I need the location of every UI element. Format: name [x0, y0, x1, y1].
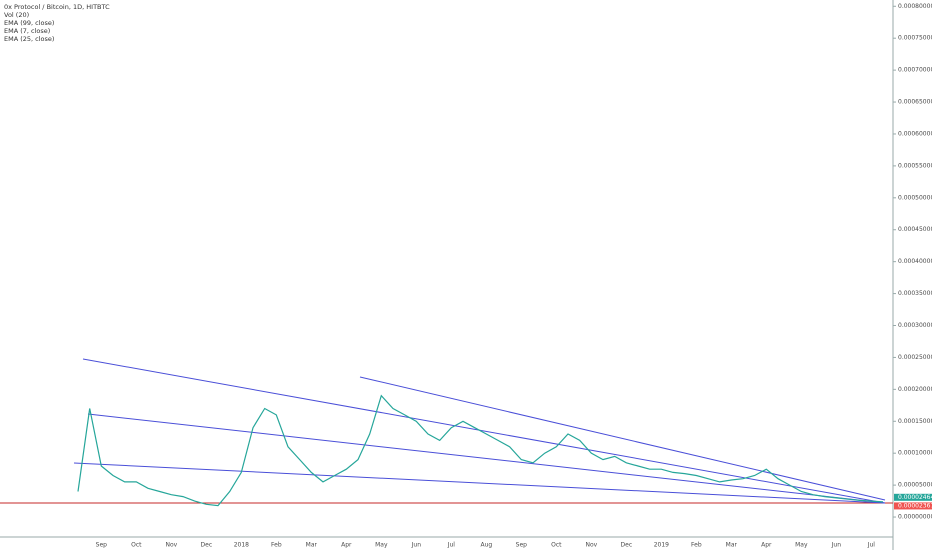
y-tick-label: 0.00045000 — [898, 226, 932, 233]
x-tick-label: May — [375, 542, 388, 549]
indicator-label: EMA (7, close) — [4, 27, 50, 35]
x-tick-label: Jun — [411, 542, 422, 549]
x-tick-label: 2018 — [234, 542, 249, 549]
y-tick-label: 0.00040000 — [898, 258, 932, 265]
indicator-label: Vol (20) — [4, 11, 29, 19]
x-tick-label: Feb — [271, 542, 282, 549]
x-tick-label: Nov — [585, 542, 597, 549]
x-tick-label: Mar — [726, 542, 738, 549]
y-tick-label: 0.00010000 — [898, 450, 932, 457]
chart-title: 0x Protocol / Bitcoin, 1D, HITBTC — [4, 3, 110, 11]
x-tick-label: Apr — [341, 542, 352, 549]
price-line — [77, 394, 884, 507]
y-tick-label: 0.00000000 — [898, 514, 932, 521]
y-tick-label: 0.00075000 — [898, 35, 932, 42]
y-tick-label: 0.00005000 — [898, 482, 932, 489]
y-tick-label: 0.00015000 — [898, 418, 932, 425]
y-tick-label: 0.00070000 — [898, 67, 932, 74]
x-tick-label: Oct — [131, 542, 142, 549]
x-tick-label: Apr — [761, 542, 772, 549]
y-tick-label: 0.00060000 — [898, 130, 932, 137]
indicator-label: EMA (25, close) — [4, 35, 54, 43]
price-badge-label: 0.00002464 — [898, 494, 932, 501]
y-tick-label: 0.00020000 — [898, 386, 932, 393]
y-tick-label: 0.00035000 — [898, 290, 932, 297]
trend-line — [82, 358, 886, 504]
x-tick-label: 2019 — [654, 542, 669, 549]
y-tick-label: 0.00080000 — [898, 3, 932, 10]
x-tick-label: Sep — [516, 542, 528, 549]
x-tick-label: Feb — [691, 542, 702, 549]
x-tick-label: Oct — [551, 542, 562, 549]
trend-lines — [73, 358, 886, 504]
trend-line — [359, 376, 886, 501]
y-tick-label: 0.00030000 — [898, 322, 932, 329]
price-badge — [894, 502, 932, 510]
y-tick-label: 0.00065000 — [898, 99, 932, 106]
x-tick-label: May — [795, 542, 808, 549]
x-tick-label: Nov — [165, 542, 177, 549]
x-tick-label: Dec — [621, 542, 633, 549]
x-tick-label: Jun — [831, 542, 842, 549]
y-tick-label: 0.00050000 — [898, 194, 932, 201]
x-tick-label: Aug — [480, 542, 492, 549]
x-tick-label: Jul — [867, 542, 876, 549]
indicator-label: EMA (99, close) — [4, 19, 54, 27]
x-tick-label: Sep — [96, 542, 108, 549]
y-tick-label: 0.00055000 — [898, 162, 932, 169]
y-tick-label: 0.00025000 — [898, 354, 932, 361]
price-badge-label: 0.00002367 — [898, 502, 932, 509]
price-badge — [894, 493, 932, 501]
x-tick-label: Jul — [447, 542, 456, 549]
x-tick-label: Dec — [201, 542, 213, 549]
trend-line — [73, 462, 886, 504]
trend-line — [87, 413, 886, 504]
x-tick-label: Mar — [306, 542, 318, 549]
